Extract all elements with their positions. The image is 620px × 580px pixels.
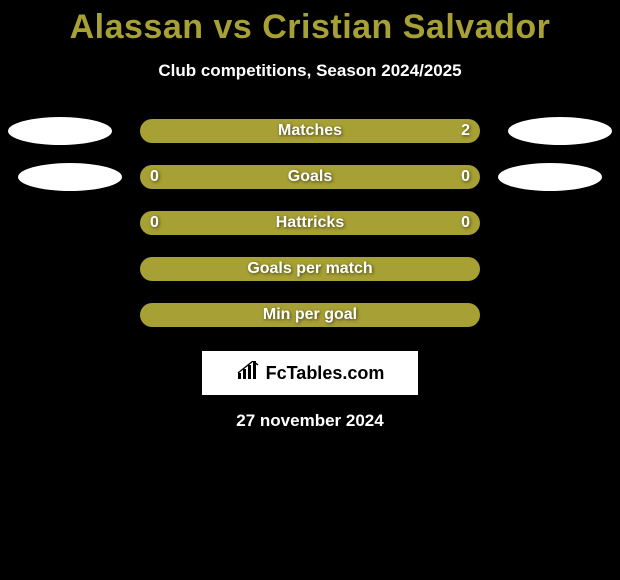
stat-left-value: 0 [150, 214, 159, 232]
stat-label: Hattricks [276, 214, 344, 232]
logo-text: FcTables.com [266, 363, 385, 384]
player-left-ellipse [8, 117, 112, 145]
stat-pill: Matches 2 [140, 119, 480, 143]
subtitle: Club competitions, Season 2024/2025 [0, 61, 620, 81]
stat-row-mpg: Min per goal [0, 303, 620, 327]
stat-label: Matches [278, 122, 342, 140]
comparison-card: Alassan vs Cristian Salvador Club compet… [0, 0, 620, 431]
stat-label: Min per goal [263, 306, 357, 324]
page-title: Alassan vs Cristian Salvador [0, 8, 620, 47]
stat-pill: 0 Hattricks 0 [140, 211, 480, 235]
stat-row-goals: 0 Goals 0 [0, 165, 620, 189]
date-line: 27 november 2024 [0, 411, 620, 431]
stat-label: Goals [288, 168, 332, 186]
logo-box: FcTables.com [202, 351, 418, 395]
stat-row-matches: Matches 2 [0, 119, 620, 143]
stat-right-value: 2 [461, 122, 470, 140]
stat-row-gpm: Goals per match [0, 257, 620, 281]
stat-rows: Matches 2 0 Goals 0 0 Hattricks 0 [0, 119, 620, 327]
bar-chart-icon [236, 361, 262, 386]
stat-pill: Min per goal [140, 303, 480, 327]
player-right-ellipse [498, 163, 602, 191]
stat-row-hattricks: 0 Hattricks 0 [0, 211, 620, 235]
stat-right-value: 0 [461, 214, 470, 232]
stat-right-value: 0 [461, 168, 470, 186]
stat-label: Goals per match [247, 260, 372, 278]
player-left-ellipse [18, 163, 122, 191]
stat-pill: Goals per match [140, 257, 480, 281]
stat-left-value: 0 [150, 168, 159, 186]
player-right-ellipse [508, 117, 612, 145]
stat-pill: 0 Goals 0 [140, 165, 480, 189]
